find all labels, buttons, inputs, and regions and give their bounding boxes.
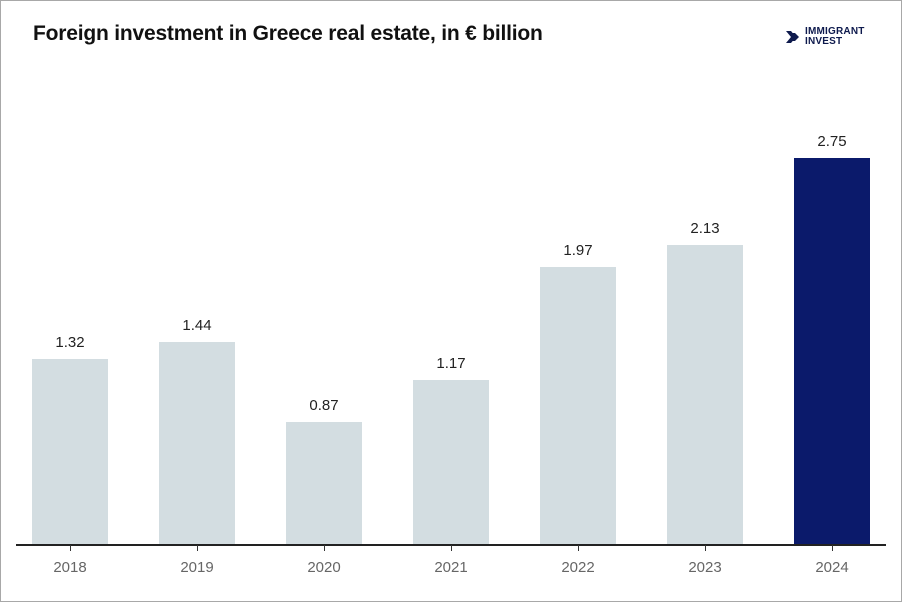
x-tick-label-2018: 2018	[53, 559, 87, 576]
bar-2022	[540, 267, 616, 544]
bar-value-label: 2.75	[817, 133, 847, 150]
immigrant-invest-logo: IMMIGRANT INVEST	[785, 27, 865, 47]
chevron-arrow-icon	[786, 31, 799, 43]
bar-2024	[794, 158, 870, 544]
x-axis-line	[16, 544, 886, 546]
logo-text: IMMIGRANT INVEST	[805, 27, 865, 47]
bar-value-label: 1.44	[182, 317, 212, 334]
bar-2021	[413, 380, 489, 544]
bar-value-label: 2.13	[690, 220, 720, 237]
x-tick-label-2024: 2024	[815, 559, 849, 576]
x-tick-label-2021: 2021	[434, 559, 468, 576]
chart-title: Foreign investment in Greece real estate…	[33, 22, 543, 45]
x-axis-tick	[578, 545, 579, 551]
bar-value-label: 1.17	[436, 355, 466, 372]
bar-value-label: 1.97	[563, 242, 593, 259]
bar-value-label: 0.87	[309, 397, 339, 414]
x-axis-tick	[324, 545, 325, 551]
x-tick-label-2020: 2020	[307, 559, 341, 576]
x-axis-tick	[197, 545, 198, 551]
bar-2019	[159, 342, 235, 544]
bar-value-label: 1.32	[55, 334, 85, 351]
logo-line-1: IMMIGRANT	[805, 26, 865, 37]
bar-2020	[286, 422, 362, 544]
x-tick-label-2019: 2019	[180, 559, 214, 576]
bar-2023	[667, 245, 743, 544]
x-tick-label-2022: 2022	[561, 559, 595, 576]
x-axis-tick	[832, 545, 833, 551]
x-axis-tick	[705, 545, 706, 551]
x-axis-tick	[70, 545, 71, 551]
x-axis-tick	[451, 545, 452, 551]
x-tick-label-2023: 2023	[688, 559, 722, 576]
bar-2018	[32, 359, 108, 544]
logo-line-2: INVEST	[805, 36, 843, 47]
